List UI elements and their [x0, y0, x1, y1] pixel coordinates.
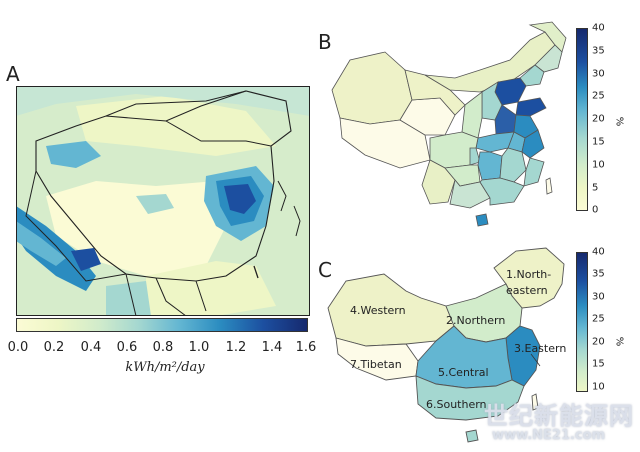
- map-a-southeast-asia-borders: [125, 273, 207, 316]
- province-zhejiang: [521, 129, 545, 159]
- map-a-mongolia-border: [105, 90, 272, 147]
- colorbar-c-tick: 40: [592, 246, 605, 258]
- colorbar-c-tick: 10: [592, 381, 605, 393]
- region-southern: [415, 375, 525, 421]
- province-jiangxi: [499, 147, 527, 183]
- province-guangdong: [479, 177, 525, 206]
- map-a-frame: [16, 86, 310, 316]
- eastern-pointer-line: [530, 353, 541, 367]
- region-label-central: 5.Central: [438, 366, 489, 379]
- panel-c-region-map: [327, 247, 565, 443]
- panel-c-letter: C: [318, 258, 332, 282]
- colorbar-b-tick: 5: [592, 182, 599, 194]
- region-label-western: 4.Western: [350, 304, 406, 317]
- colorbar-a-tick: 1.0: [188, 340, 210, 355]
- colorbar-c-tick: 25: [592, 313, 605, 325]
- panel-a-unit-label: kWh/m²/day: [125, 360, 205, 375]
- panel-c-colorbar: [576, 252, 588, 392]
- region-label-northern: 2.Northern: [446, 314, 506, 327]
- colorbar-a-tick: 1.6: [295, 340, 317, 355]
- map-a-west-hotspot-2: [136, 194, 174, 214]
- region-hainan: [465, 429, 479, 443]
- colorbar-b-tick: 25: [592, 90, 605, 102]
- province-shandong: [515, 97, 547, 117]
- map-a-south-blue: [106, 281, 151, 316]
- colorbar-b-tick: 0: [592, 204, 599, 216]
- colorbar-c-tick: 15: [592, 358, 605, 370]
- province-fujian: [523, 157, 545, 187]
- colorbar-a-tick: 1.4: [261, 340, 283, 355]
- map-a-west-hotspot-1: [46, 141, 101, 168]
- colorbar-b-tick: 20: [592, 113, 605, 125]
- colorbar-a-tick: 0.8: [152, 340, 174, 355]
- region-label-northeastern-1: 1.North-: [506, 268, 552, 281]
- panel-a-colorbar: [16, 318, 308, 332]
- map-a-taiwan: [253, 265, 259, 279]
- map-a-china-border: [35, 90, 292, 282]
- panel-b-percent-label: %: [613, 116, 625, 127]
- province-shaanxi: [461, 91, 483, 139]
- region-taiwan: [531, 393, 539, 411]
- region-label-northeastern-2: eastern: [506, 284, 548, 297]
- colorbar-a-tick: 0.2: [43, 340, 65, 355]
- colorbar-c-tick: 30: [592, 291, 605, 303]
- province-xinjiang: [331, 51, 413, 125]
- colorbar-c-tick: 20: [592, 336, 605, 348]
- region-label-southern: 6.Southern: [426, 398, 487, 411]
- colorbar-b-tick: 40: [592, 22, 605, 34]
- map-a-east-hotspot-core: [224, 184, 256, 214]
- panel-b-province-map: [331, 21, 567, 227]
- province-taiwan: [545, 177, 553, 195]
- panel-b-colorbar: [576, 28, 588, 211]
- colorbar-a-tick: 0.0: [7, 340, 29, 355]
- colorbar-b-tick: 15: [592, 136, 605, 148]
- map-a-korea-japan: [277, 180, 301, 237]
- colorbar-b-tick: 10: [592, 159, 605, 171]
- colorbar-b-tick: 35: [592, 45, 605, 57]
- province-hunan: [477, 151, 503, 181]
- colorbar-a-tick: 0.4: [80, 340, 102, 355]
- colorbar-b-tick: 30: [592, 68, 605, 80]
- colorbar-a-tick: 0.6: [116, 340, 138, 355]
- map-a-southwest-band-inner: [16, 221, 66, 266]
- map-a-india-border: [25, 170, 127, 282]
- colorbar-c-tick: 35: [592, 268, 605, 280]
- panel-a-letter: A: [6, 62, 20, 86]
- province-hainan: [475, 213, 489, 227]
- watermark-url: www.NE21.com: [492, 428, 606, 443]
- map-a-southeast-pale: [146, 261, 276, 316]
- panel-b-letter: B: [318, 30, 332, 54]
- region-label-eastern: 3.Eastern: [514, 342, 567, 355]
- region-label-tibetan: 7.Tibetan: [350, 358, 402, 371]
- watermark-logo-text: 世纪新能源网: [484, 402, 634, 430]
- colorbar-a-tick: 1.2: [225, 340, 247, 355]
- panel-c-percent-label: %: [613, 336, 625, 347]
- map-a-bay-hotspot: [71, 248, 101, 271]
- panel-a-solar-map: [16, 86, 310, 316]
